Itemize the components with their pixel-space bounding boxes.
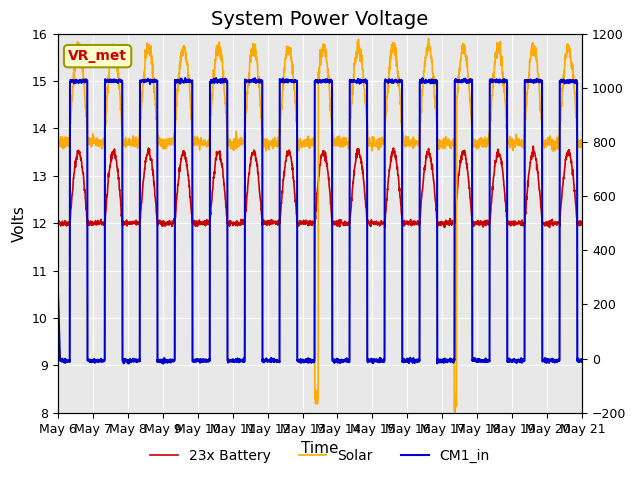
Solar — [579, 141, 586, 146]
Solar — [473, 140, 481, 146]
23x Battery — [54, 220, 61, 226]
CM1_in — [473, 358, 481, 364]
Line: Solar: Solar — [58, 38, 582, 413]
CM1_in — [335, 358, 343, 364]
Text: VR_met: VR_met — [68, 49, 127, 63]
Solar — [451, 410, 459, 416]
CM1_in — [54, 277, 61, 283]
Solar — [335, 143, 342, 148]
23x Battery — [335, 217, 342, 223]
23x Battery — [579, 219, 586, 225]
CM1_in — [159, 361, 167, 367]
Solar — [54, 143, 61, 149]
CM1_in — [347, 78, 355, 84]
X-axis label: Time: Time — [301, 441, 339, 456]
23x Battery — [546, 225, 554, 230]
Line: 23x Battery: 23x Battery — [58, 146, 582, 228]
Solar — [425, 36, 433, 41]
23x Battery — [532, 156, 540, 162]
Legend: 23x Battery, Solar, CM1_in: 23x Battery, Solar, CM1_in — [145, 443, 495, 468]
Y-axis label: Volts: Volts — [12, 205, 26, 241]
CM1_in — [532, 77, 540, 83]
CM1_in — [212, 75, 220, 81]
CM1_in — [200, 358, 208, 364]
23x Battery — [529, 144, 537, 149]
Solar — [200, 137, 208, 143]
Title: System Power Voltage: System Power Voltage — [211, 10, 429, 29]
Solar — [532, 58, 540, 63]
Solar — [346, 123, 354, 129]
CM1_in — [579, 357, 586, 362]
23x Battery — [472, 219, 480, 225]
23x Battery — [547, 219, 555, 225]
CM1_in — [547, 357, 555, 362]
Solar — [547, 139, 555, 144]
23x Battery — [200, 219, 208, 225]
Line: CM1_in: CM1_in — [58, 78, 582, 364]
23x Battery — [346, 214, 354, 219]
